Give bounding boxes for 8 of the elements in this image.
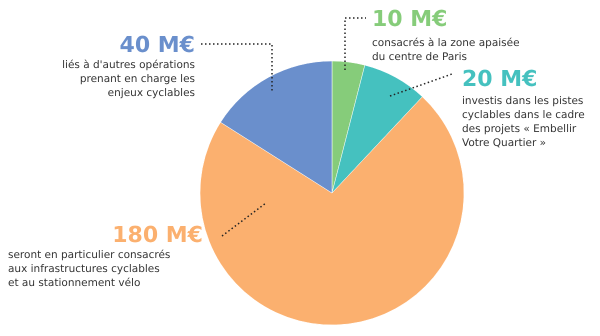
data-label: 40 M€ [120,33,195,58]
data-label: 180 M€ [112,223,203,248]
slice-label: seront en particulier consacrés aux infrastructures cyclables et au stationnement vélo [8,249,170,289]
slice-label: investis dans les pistes cyclables dans le cadre des projets « Embellir Votre Quartier » [462,95,585,149]
data-label: 20 M€ [462,67,538,92]
slice-label: liés à d'autres opérations prenant en charge les enjeux cyclables [62,59,195,99]
slice-label: consacrés à la zone apaisée du centre de Paris [372,37,520,63]
data-label: 10 M€ [372,7,448,32]
